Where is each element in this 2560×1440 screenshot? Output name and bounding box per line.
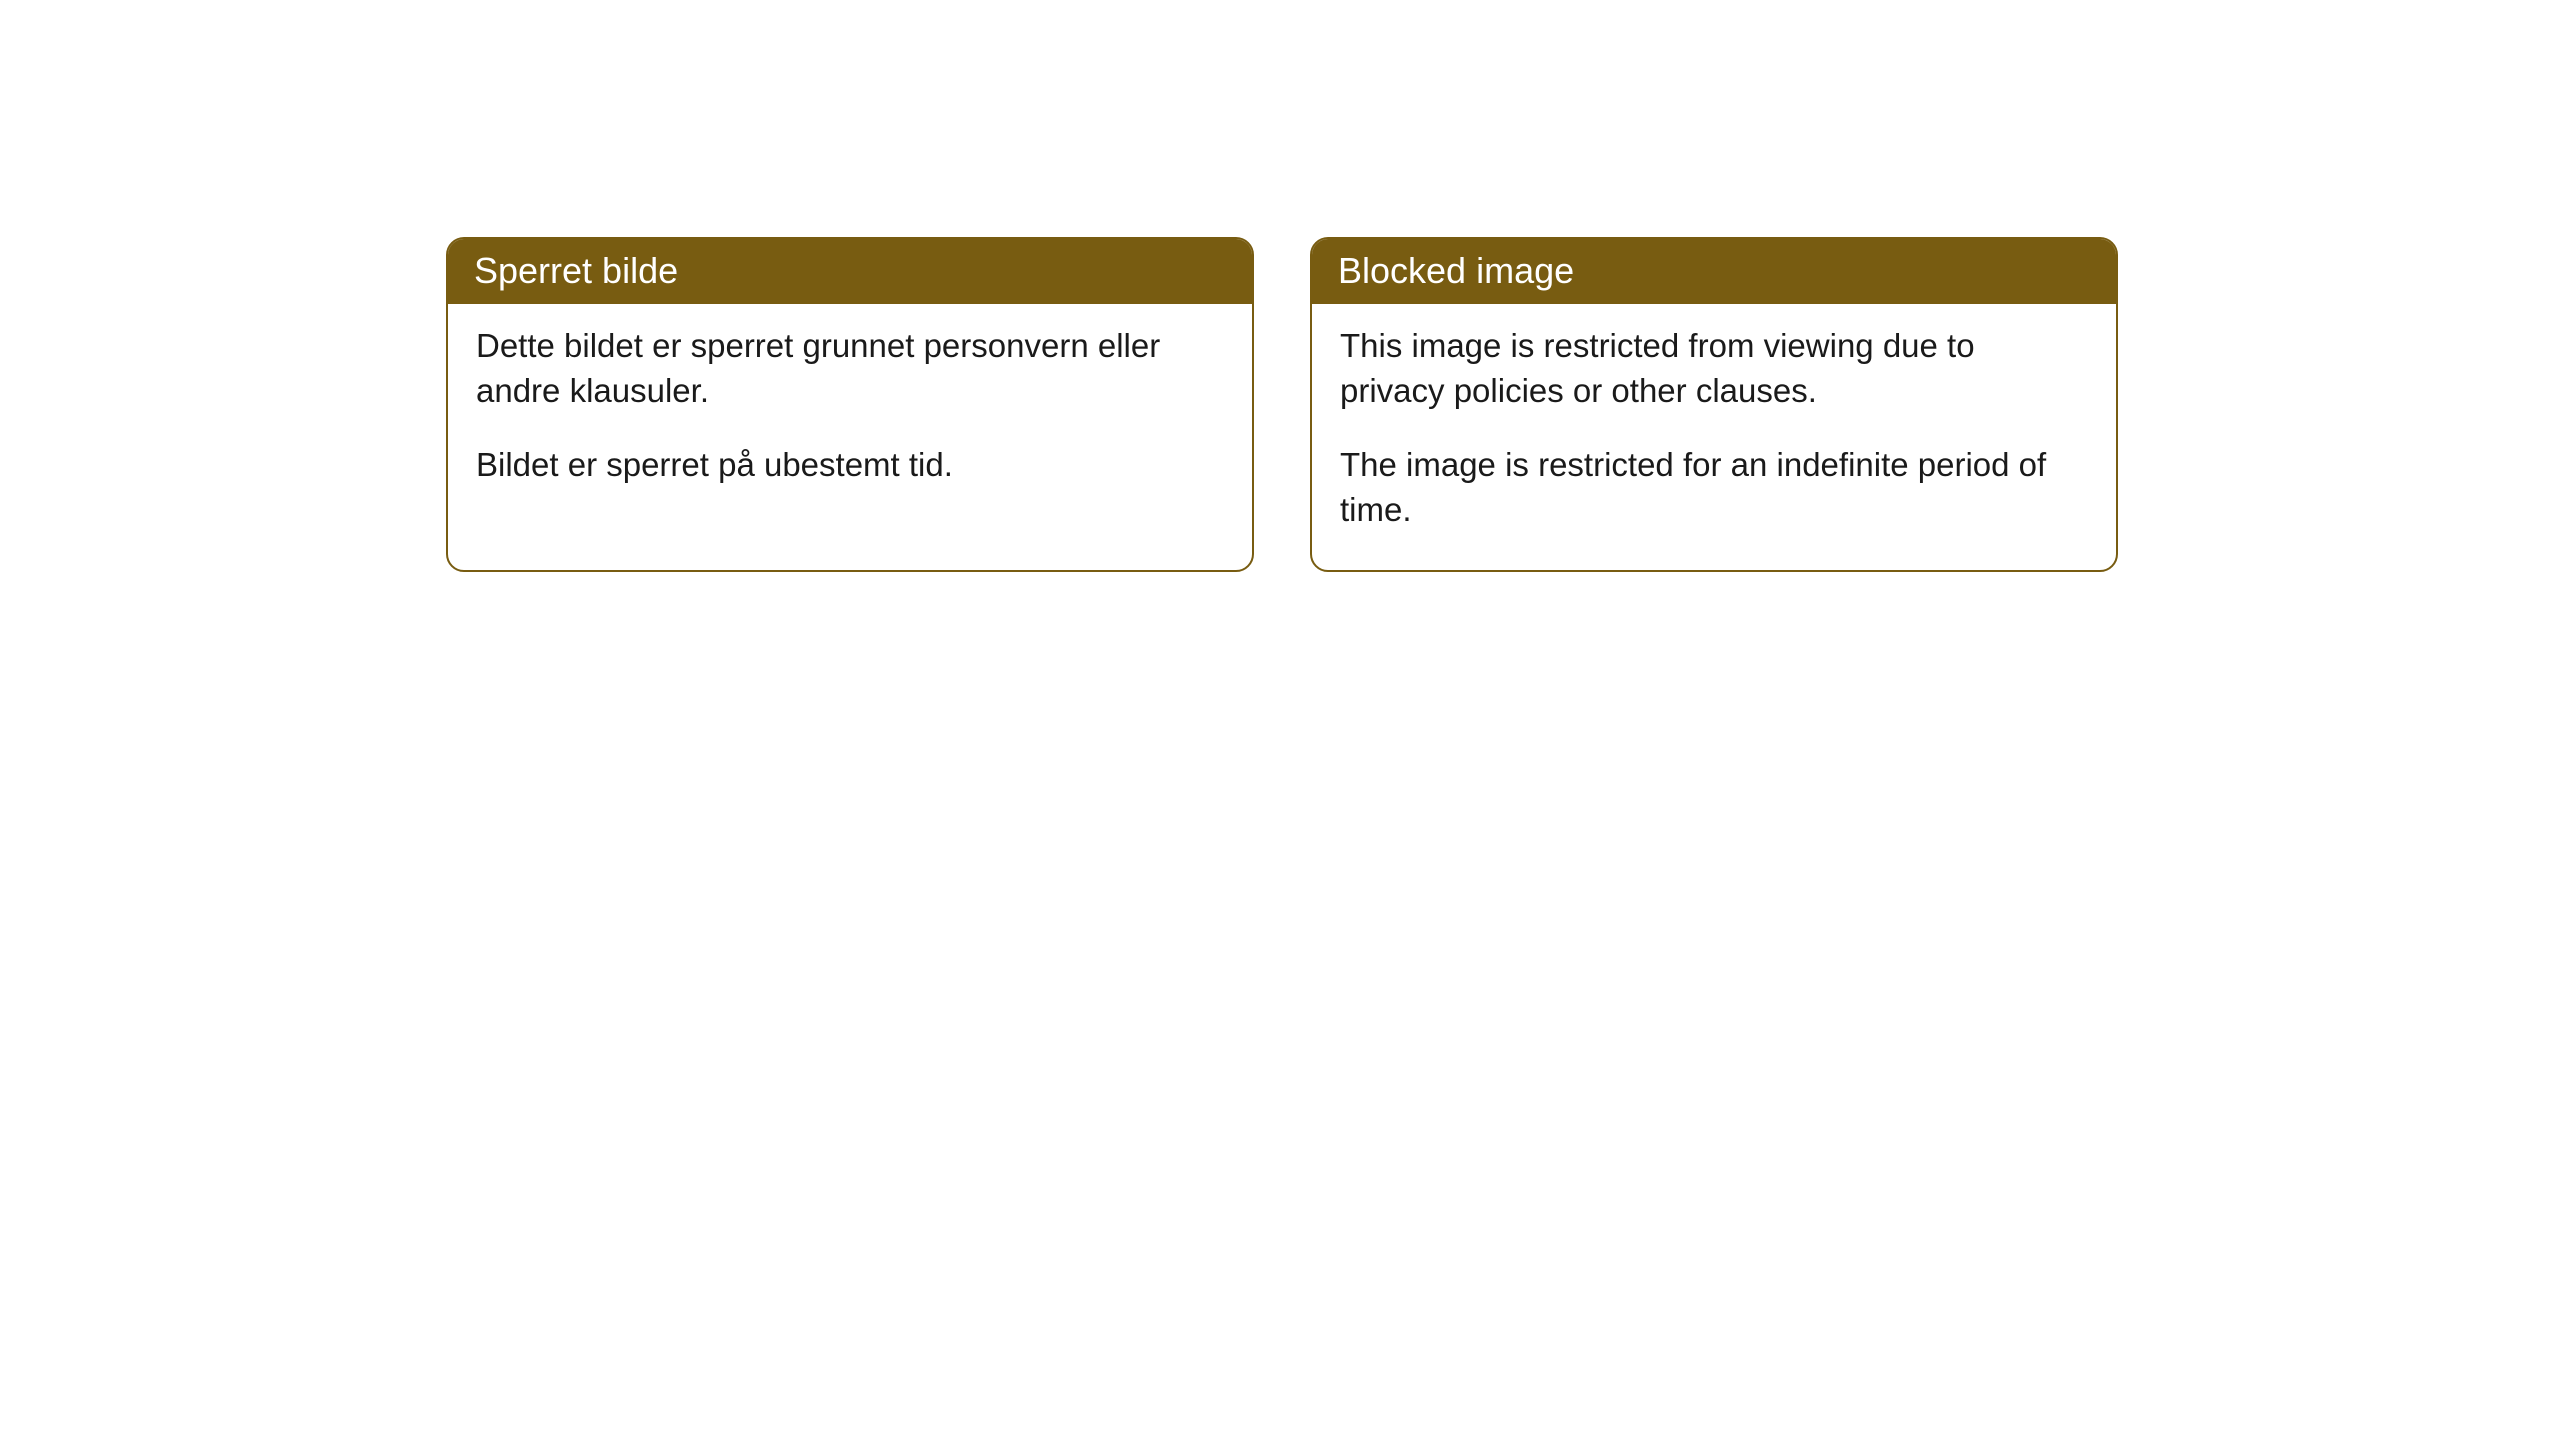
notice-card-english: Blocked image This image is restricted f… [1310,237,2118,572]
card-text-line-1: Dette bildet er sperret grunnet personve… [476,324,1224,413]
card-text-line-2: Bildet er sperret på ubestemt tid. [476,443,1224,488]
card-text-line-2: The image is restricted for an indefinit… [1340,443,2088,532]
card-body: Dette bildet er sperret grunnet personve… [448,304,1252,526]
card-text-line-1: This image is restricted from viewing du… [1340,324,2088,413]
notice-card-norwegian: Sperret bilde Dette bildet er sperret gr… [446,237,1254,572]
card-header: Sperret bilde [448,239,1252,304]
notice-cards-container: Sperret bilde Dette bildet er sperret gr… [446,237,2118,572]
card-body: This image is restricted from viewing du… [1312,304,2116,570]
card-header: Blocked image [1312,239,2116,304]
